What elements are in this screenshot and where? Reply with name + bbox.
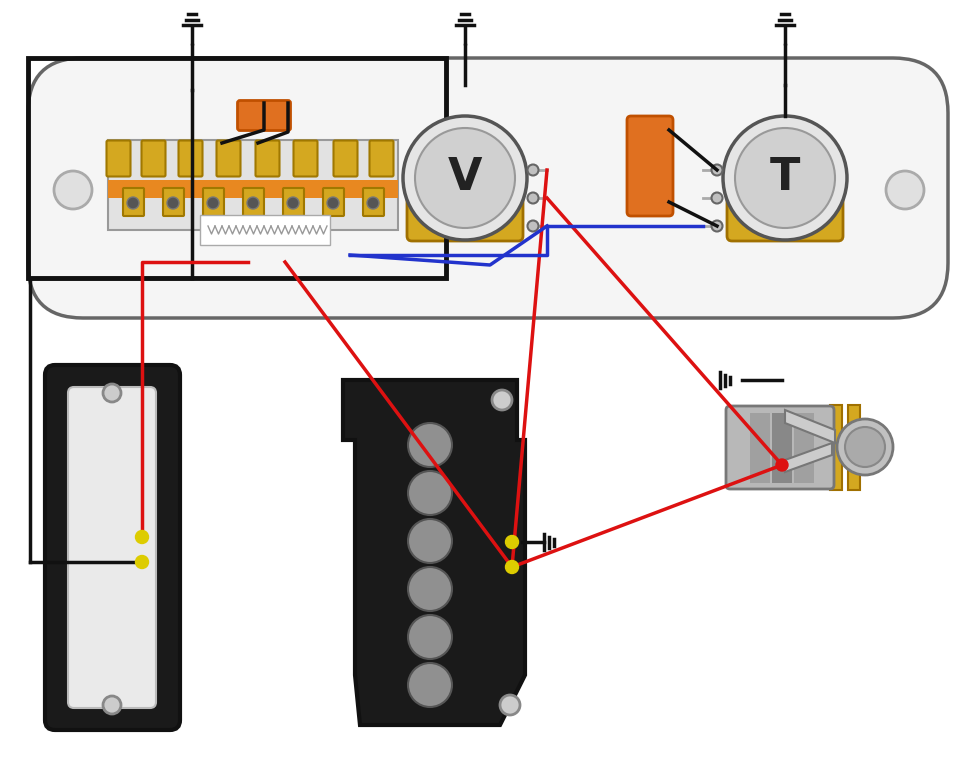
Circle shape <box>735 128 835 228</box>
Circle shape <box>506 560 518 574</box>
Circle shape <box>408 615 452 659</box>
FancyBboxPatch shape <box>293 140 318 177</box>
FancyBboxPatch shape <box>107 140 130 177</box>
Polygon shape <box>785 410 835 443</box>
Circle shape <box>527 221 538 231</box>
FancyBboxPatch shape <box>217 140 240 177</box>
FancyBboxPatch shape <box>727 155 843 241</box>
Circle shape <box>408 567 452 611</box>
Polygon shape <box>343 380 525 725</box>
Text: V: V <box>448 156 482 200</box>
FancyBboxPatch shape <box>363 188 384 216</box>
Circle shape <box>527 165 538 175</box>
FancyBboxPatch shape <box>45 365 180 730</box>
Bar <box>830 405 842 490</box>
FancyBboxPatch shape <box>369 140 394 177</box>
FancyBboxPatch shape <box>28 58 948 318</box>
Circle shape <box>103 696 121 714</box>
Bar <box>750 413 770 483</box>
Circle shape <box>287 197 299 209</box>
Circle shape <box>207 197 219 209</box>
FancyBboxPatch shape <box>407 155 523 241</box>
Circle shape <box>492 390 512 410</box>
FancyBboxPatch shape <box>283 188 304 216</box>
Circle shape <box>103 384 121 402</box>
Circle shape <box>135 531 149 543</box>
FancyBboxPatch shape <box>163 188 184 216</box>
Circle shape <box>127 197 139 209</box>
FancyBboxPatch shape <box>627 116 673 216</box>
Circle shape <box>845 427 885 467</box>
FancyBboxPatch shape <box>123 188 144 216</box>
Bar <box>848 405 860 490</box>
Circle shape <box>723 116 847 240</box>
Circle shape <box>711 193 722 203</box>
Circle shape <box>408 519 452 563</box>
Circle shape <box>408 423 452 467</box>
Circle shape <box>415 128 515 228</box>
Circle shape <box>527 193 538 203</box>
FancyBboxPatch shape <box>323 188 344 216</box>
Circle shape <box>711 165 722 175</box>
FancyBboxPatch shape <box>256 140 279 177</box>
Circle shape <box>403 116 527 240</box>
Circle shape <box>367 197 379 209</box>
FancyBboxPatch shape <box>203 188 224 216</box>
FancyBboxPatch shape <box>178 140 203 177</box>
Circle shape <box>500 695 520 715</box>
FancyBboxPatch shape <box>141 140 166 177</box>
Circle shape <box>408 471 452 515</box>
Circle shape <box>135 556 149 568</box>
Polygon shape <box>785 443 832 472</box>
Bar <box>200 215 330 245</box>
Bar <box>108 180 398 198</box>
FancyBboxPatch shape <box>243 188 264 216</box>
Circle shape <box>327 197 339 209</box>
Bar <box>794 413 814 483</box>
Circle shape <box>247 197 259 209</box>
FancyBboxPatch shape <box>333 140 358 177</box>
Bar <box>772 413 792 483</box>
FancyBboxPatch shape <box>68 387 156 708</box>
Text: T: T <box>770 156 801 200</box>
Bar <box>108 140 398 230</box>
Circle shape <box>837 419 893 475</box>
Circle shape <box>506 536 518 549</box>
Circle shape <box>711 221 722 231</box>
Circle shape <box>408 663 452 707</box>
FancyBboxPatch shape <box>726 406 834 489</box>
Bar <box>28 58 446 278</box>
Circle shape <box>886 171 924 209</box>
Circle shape <box>54 171 92 209</box>
Circle shape <box>167 197 179 209</box>
Circle shape <box>776 459 788 471</box>
FancyBboxPatch shape <box>237 100 290 131</box>
